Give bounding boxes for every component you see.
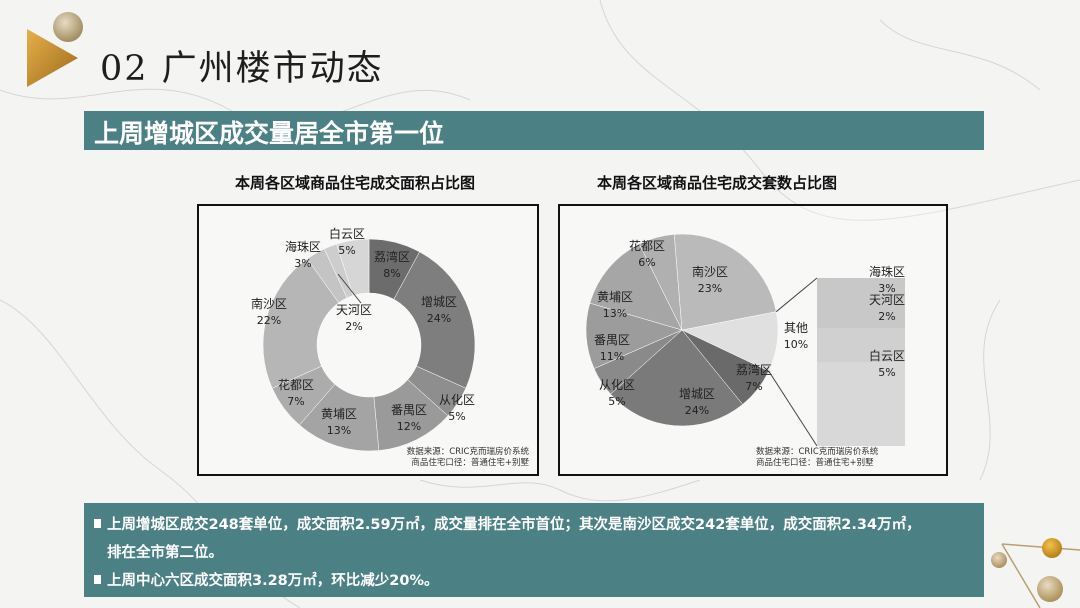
- data-label-5: 花都区 7%: [278, 377, 314, 408]
- svg-text:增城区: 增城区: [679, 387, 715, 401]
- bar-segment: [817, 362, 905, 446]
- headline-text: 上周增城区成交量居全市第一位: [94, 119, 445, 148]
- svg-text:其他: 其他: [784, 321, 808, 335]
- pie-slice: [673, 233, 777, 331]
- svg-text:7%: 7%: [745, 380, 762, 393]
- svg-text:23%: 23%: [698, 282, 722, 295]
- data-label-1: 增城区 24%: [421, 295, 457, 325]
- area-share-donut-chart: 荔湾区 8% 增城区 24% 从化区 5% 番禺区 12% 黄埔区 13% 花都区 7% 南沙区 22% 海…: [197, 204, 539, 476]
- data-label-bar-2: 白云区 5%: [869, 348, 905, 379]
- connector-line: [768, 370, 818, 447]
- source-note: 数据来源：CRIC克而瑞房价系统: [407, 446, 530, 457]
- svg-text:3%: 3%: [878, 282, 895, 295]
- data-label-pie-4: 番禺区 11%: [594, 333, 630, 363]
- data-label-9: 白云区 5%: [329, 226, 365, 257]
- svg-text:6%: 6%: [638, 256, 655, 269]
- svg-text:2%: 2%: [345, 320, 362, 333]
- data-label-bar-1: 天河区 2%: [869, 293, 905, 323]
- data-label-7: 海珠区 3%: [285, 239, 321, 270]
- svg-text:番禺区: 番禺区: [594, 333, 630, 347]
- svg-text:荔湾区: 荔湾区: [736, 362, 772, 377]
- svg-text:24%: 24%: [427, 312, 451, 325]
- square-bullet-icon: [94, 519, 101, 528]
- summary-text-2: 上周中心六区成交面积3.28万㎡，环比减少20%。: [107, 573, 439, 589]
- pie-svg: 海珠区 3%天河区 2% 白云区 5% 其他 10% 荔湾区 7% 增城区 24% 从化区 5% 番禺区 1…: [585, 233, 905, 468]
- svg-text:24%: 24%: [685, 404, 709, 417]
- data-label-3: 番禺区 12%: [391, 403, 427, 433]
- bar-segment: [817, 328, 905, 362]
- data-label-pie-7: 南沙区 23%: [692, 264, 728, 295]
- svg-text:花都区: 花都区: [629, 238, 665, 253]
- scope-note: 商品住宅口径：普通住宅+别墅: [411, 457, 529, 468]
- summary-panel: 上周增城区成交248套单位，成交面积2.59万㎡，成交量排在全市首位；其次是南沙…: [84, 503, 984, 597]
- unit-share-pie-chart: 海珠区 3% 天河区 2% 白云区 5% 其他 10% 荔湾区 7% 增城区 24% 从化区 5% 番禺区 1…: [558, 204, 948, 476]
- right-chart-title: 本周各区域商品住宅成交套数占比图: [597, 174, 838, 192]
- svg-text:海珠区: 海珠区: [869, 264, 905, 279]
- summary-text-1: 上周增城区成交248套单位，成交面积2.59万㎡，成交量排在全市首位；其次是南沙…: [107, 517, 921, 533]
- data-label-4: 黄埔区 13%: [321, 407, 357, 437]
- svg-text:7%: 7%: [287, 395, 304, 408]
- svg-text:5%: 5%: [608, 395, 625, 408]
- svg-text:南沙区: 南沙区: [692, 264, 728, 279]
- svg-text:3%: 3%: [294, 257, 311, 270]
- summary-bullet-1-cont: 排在全市第二位。: [107, 545, 223, 561]
- donut-slice: [262, 258, 340, 389]
- bar-segment: [817, 278, 905, 329]
- svg-text:从化区: 从化区: [439, 393, 475, 407]
- headline-banner: 上周增城区成交量居全市第一位: [84, 111, 984, 150]
- svg-text:白云区: 白云区: [329, 226, 365, 241]
- data-label-pie-2: 增城区 24%: [679, 387, 715, 417]
- data-label-pie-3: 从化区 5%: [599, 378, 635, 408]
- svg-text:5%: 5%: [338, 244, 355, 257]
- data-label-2: 从化区 5%: [439, 393, 475, 423]
- data-label-pie-0: 其他 10%: [784, 321, 808, 351]
- pie-slice: [610, 329, 744, 427]
- connector-line: [775, 277, 818, 313]
- svg-text:增城区: 增城区: [421, 295, 457, 309]
- svg-text:10%: 10%: [784, 338, 808, 351]
- data-label-6: 南沙区 22%: [251, 296, 287, 327]
- svg-text:南沙区: 南沙区: [251, 296, 287, 311]
- data-label-pie-6: 花都区 6%: [629, 238, 665, 269]
- svg-text:荔湾区: 荔湾区: [374, 249, 410, 264]
- data-label-pie-5: 黄埔区 13%: [597, 290, 633, 320]
- square-bullet-icon: [94, 575, 101, 584]
- svg-text:黄埔区: 黄埔区: [597, 290, 633, 304]
- svg-text:13%: 13%: [603, 307, 627, 320]
- data-label-pie-1: 荔湾区 7%: [736, 362, 772, 393]
- svg-text:花都区: 花都区: [278, 377, 314, 392]
- svg-text:从化区: 从化区: [599, 378, 635, 392]
- data-label-bar-0: 海珠区 3%: [869, 264, 905, 295]
- gold-triangle-decoration: [27, 12, 83, 87]
- svg-text:海珠区: 海珠区: [285, 239, 321, 254]
- svg-text:天河区: 天河区: [869, 293, 905, 307]
- svg-text:白云区: 白云区: [869, 348, 905, 363]
- svg-text:2%: 2%: [878, 310, 895, 323]
- donut-slice: [393, 251, 476, 389]
- svg-text:5%: 5%: [878, 366, 895, 379]
- svg-text:5%: 5%: [448, 410, 465, 423]
- source-note: 数据来源：CRIC克而瑞房价系统: [756, 446, 879, 457]
- svg-text:11%: 11%: [600, 350, 624, 363]
- svg-text:22%: 22%: [257, 314, 281, 327]
- summary-bullet-2: 上周中心六区成交面积3.28万㎡，环比减少20%。: [94, 569, 438, 590]
- svg-text:番禺区: 番禺区: [391, 403, 427, 417]
- svg-text:13%: 13%: [327, 424, 351, 437]
- left-chart-title: 本周各区域商品住宅成交面积占比图: [235, 174, 476, 192]
- pie-slice: [585, 302, 683, 369]
- gold-circles-decoration: [991, 538, 1080, 608]
- data-label-8: 天河区 2%: [336, 303, 372, 333]
- svg-text:天河区: 天河区: [336, 303, 372, 317]
- data-label-0: 荔湾区 8%: [374, 249, 410, 280]
- pie-slice: [589, 243, 683, 331]
- summary-bullet-1: 上周增城区成交248套单位，成交面积2.59万㎡，成交量排在全市首位；其次是南沙…: [94, 513, 921, 534]
- svg-text:黄埔区: 黄埔区: [321, 407, 357, 421]
- donut-svg: 荔湾区 8% 增城区 24% 从化区 5% 番禺区 12% 黄埔区 13% 花都区 7% 南沙区 22% 海…: [251, 226, 530, 468]
- scope-note: 商品住宅口径：普通住宅+别墅: [756, 457, 874, 468]
- svg-text:12%: 12%: [397, 420, 421, 433]
- svg-text:8%: 8%: [383, 267, 400, 280]
- page-title: 02 广州楼市动态: [100, 49, 384, 89]
